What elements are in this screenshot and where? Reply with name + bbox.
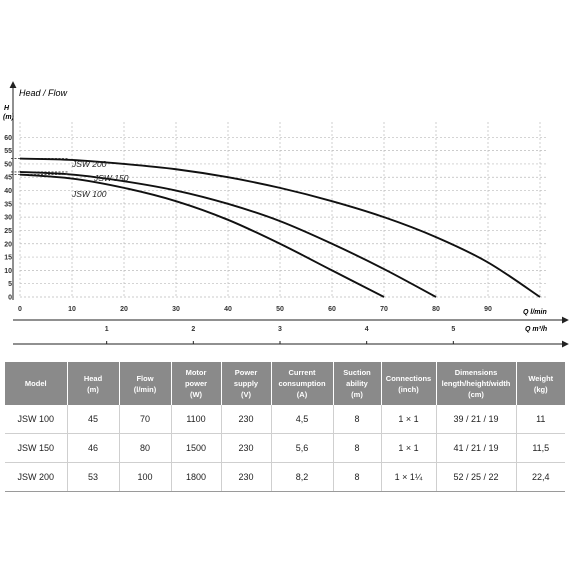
x2-axis-label: Q m³/h — [525, 326, 547, 333]
y-tick-label: 25 — [4, 228, 12, 235]
column-header: Connections (inch) — [381, 362, 437, 405]
column-header: Current consumption (A) — [271, 362, 334, 405]
x-tick-label: 70 — [380, 306, 388, 313]
column-header: Suction ability (m) — [333, 362, 382, 405]
x-tick-label: 20 — [120, 306, 128, 313]
table-row: JSW 100 45 70 1100 230 4,5 8 1 × 1 39 / 21 / 19 1… — [5, 405, 565, 434]
x-tick-label: 50 — [276, 306, 284, 313]
head-flow-chart: Head / Flow H (m) 0510152025303540455055… — [3, 81, 569, 348]
series-label-jsw-150: JSW 150 — [93, 173, 129, 183]
table-cell: 230 — [221, 462, 272, 492]
table-cell: 230 — [221, 433, 272, 463]
series-label-jsw-200: JSW 200 — [71, 159, 107, 169]
y-tick-label: 35 — [4, 201, 12, 208]
y-tick-label: 5 — [8, 281, 12, 288]
table-cell: 8 — [333, 433, 382, 463]
table-cell: 1800 — [171, 462, 222, 492]
table-row: JSW 200 53 100 1800 230 8,2 8 1 × 1¼ 52 / 25 / 2… — [5, 462, 565, 492]
table-cell: 41 / 21 / 19 — [436, 433, 517, 463]
column-header: Model — [5, 362, 68, 405]
y-tick-label: 20 — [4, 241, 12, 248]
column-header: Flow (l/min) — [119, 362, 172, 405]
x-tick-label: 40 — [224, 306, 232, 313]
table-cell: JSW 100 — [5, 405, 68, 434]
table-cell: 1 × 1¼ — [381, 462, 437, 492]
grid — [19, 122, 548, 298]
x-tick-label: 60 — [328, 306, 336, 313]
column-header: Weight (kg) — [516, 362, 565, 405]
column-header: Head (m) — [67, 362, 120, 405]
table-cell: 1 × 1 — [381, 405, 437, 434]
curve-jsw-150 — [19, 170, 437, 298]
x-axis-label: Q l/min — [523, 309, 547, 316]
x-tick-label: 30 — [172, 306, 180, 313]
y-axis-unit: (m) — [3, 114, 15, 121]
y-tick-label: 15 — [4, 255, 12, 262]
table-cell: 8 — [333, 462, 382, 492]
column-header: Motor power (W) — [171, 362, 222, 405]
curve-jsw-200 — [19, 157, 541, 298]
y-tick-label: 0 — [8, 295, 12, 302]
y-tick-label: 50 — [4, 161, 12, 168]
x2-tick-label: 5 — [451, 326, 455, 333]
y-tick-label: 45 — [4, 175, 12, 182]
x-tick-label: 90 — [484, 306, 492, 313]
chart-title: Head / Flow — [19, 88, 68, 98]
table-cell: 4,5 — [271, 405, 334, 434]
curve-jsw-100 — [19, 173, 385, 298]
table-cell: 80 — [119, 433, 172, 463]
table-cell: 52 / 25 / 22 — [436, 462, 517, 492]
y-tick-label: 40 — [4, 188, 12, 195]
x2-tick-label: 4 — [365, 326, 369, 333]
table-cell: 70 — [119, 405, 172, 434]
table-cell: 8,2 — [271, 462, 334, 492]
table-row: JSW 150 46 80 1500 230 5,6 8 1 × 1 41 / 21 / 19 1… — [5, 433, 565, 463]
x-tick-label: 0 — [18, 306, 22, 313]
table-cell: 45 — [67, 405, 120, 434]
x2-tick-label: 3 — [278, 326, 282, 333]
series-label-jsw-100: JSW 100 — [71, 189, 107, 199]
table-cell: 1100 — [171, 405, 222, 434]
x2-tick-label: 1 — [105, 326, 109, 333]
table-header-row: Model Head (m) Flow (l/min) Motor power (W) Powe… — [5, 362, 565, 405]
y-tick-label: 30 — [4, 215, 12, 222]
table-cell: 46 — [67, 433, 120, 463]
table-cell: 1 × 1 — [381, 433, 437, 463]
table-cell: 1500 — [171, 433, 222, 463]
column-header: Power supply (V) — [221, 362, 272, 405]
table-cell: 230 — [221, 405, 272, 434]
y-tick-label: 10 — [4, 268, 12, 275]
table-cell: 8 — [333, 405, 382, 434]
table-cell: 39 / 21 / 19 — [436, 405, 517, 434]
series-group: JSW 200 JSW 150 JSW 100 — [10, 157, 541, 298]
y-tick-label: 55 — [4, 148, 12, 155]
table-cell: JSW 200 — [5, 462, 68, 492]
table-body: JSW 100 45 70 1100 230 4,5 8 1 × 1 39 / 21 / 19 1… — [5, 405, 565, 492]
table-cell: 11,5 — [516, 433, 565, 463]
y-tick-label: 60 — [4, 135, 12, 142]
x-tick-label: 80 — [432, 306, 440, 313]
table-cell: 11 — [516, 405, 565, 434]
column-header: Dimensions length/height/width (cm) — [436, 362, 517, 405]
y-axis-label: H — [4, 105, 10, 112]
table-cell: JSW 150 — [5, 433, 68, 463]
x-tick-label: 10 — [68, 306, 76, 313]
table-cell: 100 — [119, 462, 172, 492]
table-cell: 22,4 — [516, 462, 565, 492]
specifications-table: Model Head (m) Flow (l/min) Motor power (W) Powe… — [5, 362, 565, 492]
x2-tick-label: 2 — [191, 326, 195, 333]
table-cell: 5,6 — [271, 433, 334, 463]
table-cell: 53 — [67, 462, 120, 492]
